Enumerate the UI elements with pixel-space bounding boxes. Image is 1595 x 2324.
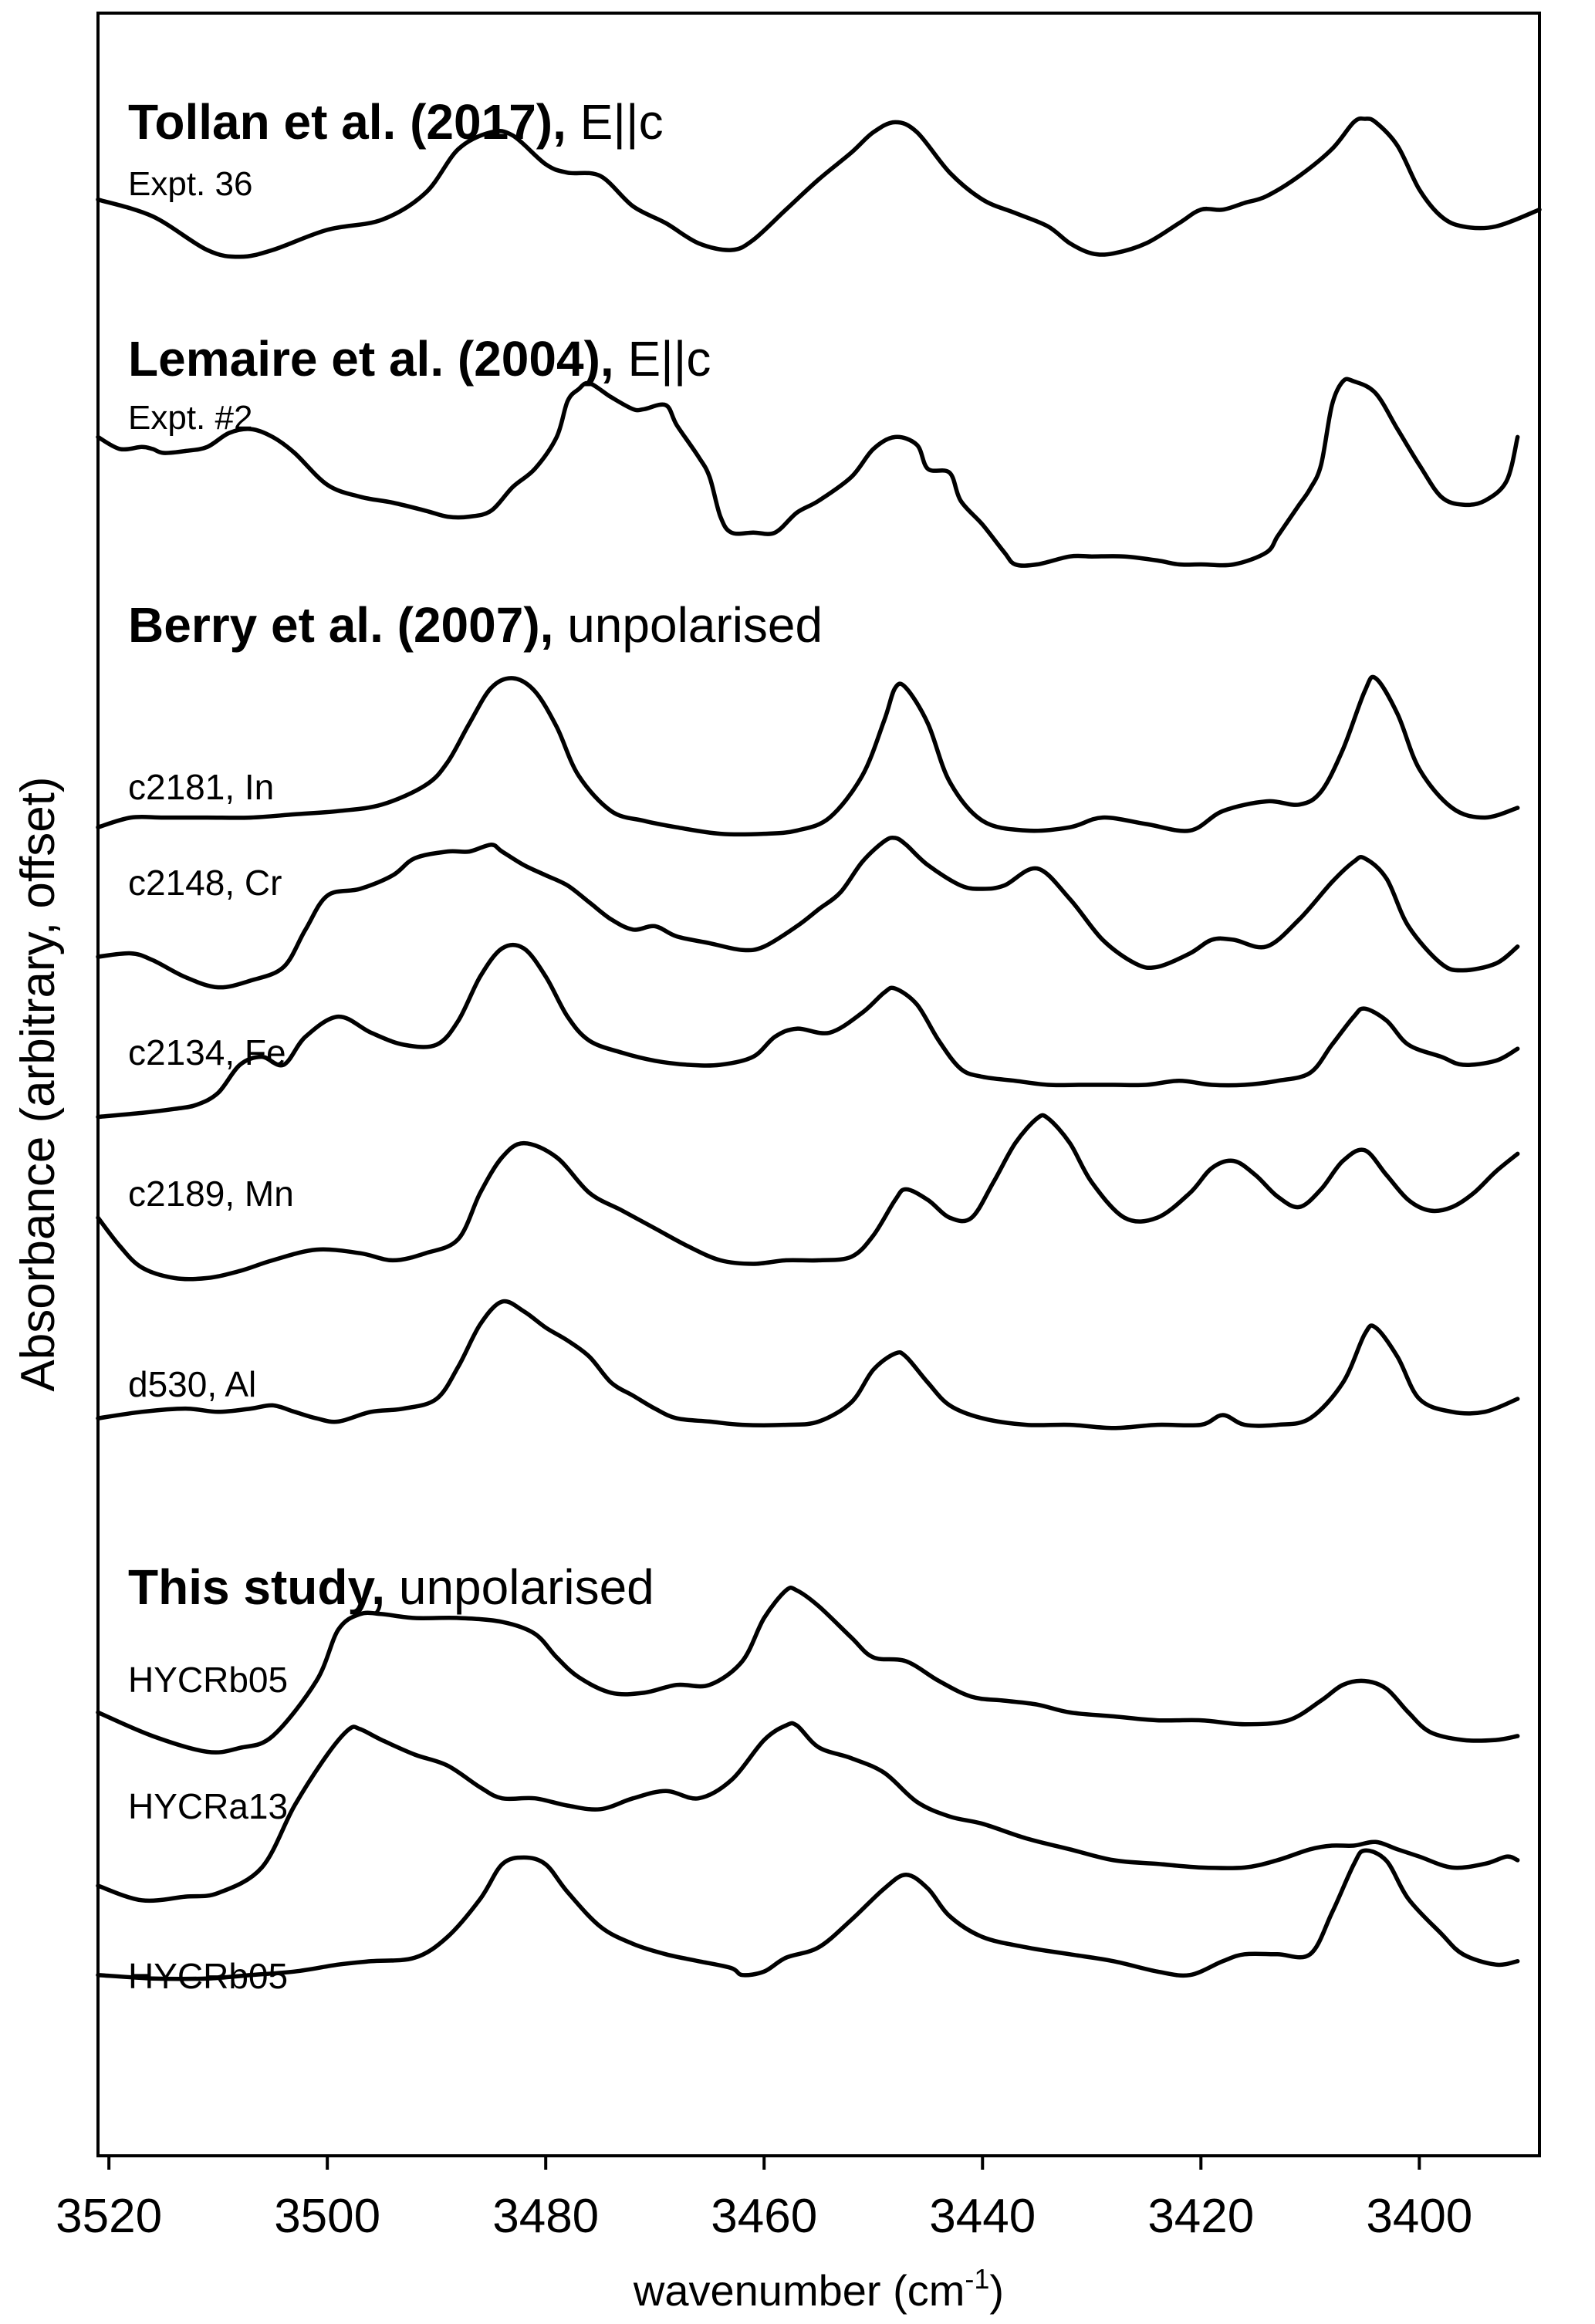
group-title-bold-2: Berry et al. (2007), <box>128 597 553 653</box>
y-axis-label: Absorbance (arbitrary, offset) <box>12 776 65 1391</box>
series-line-7 <box>96 1586 1520 1755</box>
x-tick-label-4: 3440 <box>929 2190 1036 2243</box>
group-title-normal-1: E||c <box>614 331 711 387</box>
group-title-bold-1: Lemaire et al. (2004), <box>128 331 614 387</box>
series-line-2 <box>96 674 1520 837</box>
series-line-1 <box>96 377 1520 568</box>
x-tick-label-3: 3460 <box>711 2190 817 2243</box>
group-subtitle-1: Expt. #2 <box>128 399 252 437</box>
x-axis-ticks: 3520 3500 3480 3460 3440 3420 3400 <box>56 2156 1472 2243</box>
group-title-0: Tollan et al. (2017), E||c <box>128 94 664 150</box>
series-label-7: HYCRb05 <box>128 1660 288 1700</box>
x-tick-label-2: 3480 <box>492 2190 599 2243</box>
x-tick-label-0: 3520 <box>56 2190 162 2243</box>
series-label-5: c2189, Mn <box>128 1174 294 1214</box>
x-tick-label-5: 3420 <box>1147 2190 1254 2243</box>
group-title-bold-0: Tollan et al. (2017), <box>128 94 566 150</box>
series-line-4 <box>96 942 1520 1120</box>
group-title-1: Lemaire et al. (2004), E||c <box>128 331 711 387</box>
group-title-2: Berry et al. (2007), unpolarised <box>128 597 823 653</box>
series-line-8 <box>96 1721 1520 1903</box>
series-line-3 <box>96 835 1520 990</box>
series-line-6 <box>96 1299 1520 1431</box>
series-label-6: d530, Al <box>128 1364 256 1404</box>
group-title-normal-3: unpolarised <box>385 1559 654 1615</box>
series-line-9 <box>96 1848 1520 1981</box>
x-tick-label-1: 3500 <box>274 2190 380 2243</box>
group-title-normal-0: E||c <box>566 94 664 150</box>
group-subtitle-0: Expt. 36 <box>128 165 252 203</box>
group-title-bold-3: This study, <box>128 1559 385 1615</box>
plot-frame <box>96 12 1541 2157</box>
series-label-9: HYCRb05 <box>128 1956 288 1996</box>
x-axis-label: wavenumber (cm-1) <box>633 2263 1004 2315</box>
series-layer <box>96 116 1542 1981</box>
label-layer: c2181, In c2148, Cr c2134, Fe c2189, Mn d530… <box>128 94 823 1996</box>
series-label-8: HYCRa13 <box>128 1786 288 1826</box>
series-line-0 <box>96 116 1542 259</box>
series-label-3: c2148, Cr <box>128 863 282 903</box>
x-tick-label-6: 3400 <box>1366 2190 1472 2243</box>
group-title-3: This study, unpolarised <box>128 1559 654 1615</box>
group-title-normal-2: unpolarised <box>553 597 823 653</box>
series-line-5 <box>96 1113 1520 1282</box>
series-label-2: c2181, In <box>128 767 274 807</box>
series-label-4: c2134, Fe <box>128 1032 286 1072</box>
